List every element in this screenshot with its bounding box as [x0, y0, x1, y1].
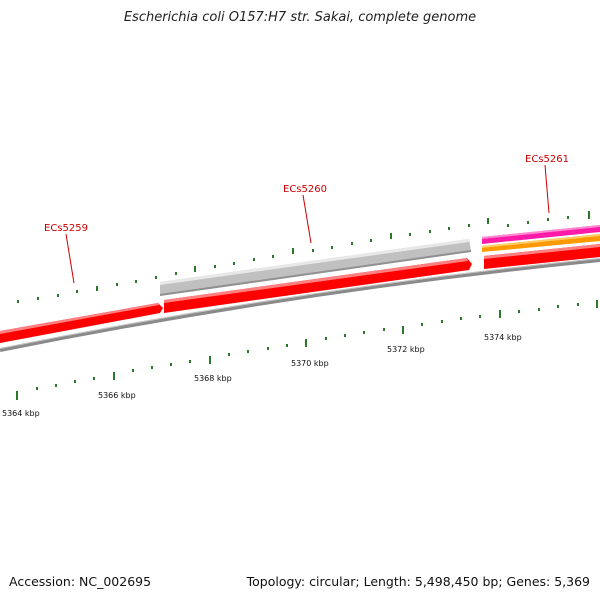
gene-ecs5259-feature[interactable]: [0, 303, 163, 343]
genome-summary-text: Topology: circular; Length: 5,498,450 bp…: [246, 574, 590, 589]
ruler-label: 5368 kbp: [194, 374, 232, 383]
genome-backbone: [0, 258, 600, 352]
gene-magenta-feature[interactable]: [482, 225, 600, 244]
outer-tick-ring: [17, 211, 590, 303]
ruler-label: 5364 kbp: [2, 409, 40, 418]
gene-grey-feature[interactable]: [159, 239, 472, 296]
gene-ecs5261-feature[interactable]: [484, 244, 600, 269]
ruler-label: 5366 kbp: [98, 391, 136, 400]
gene-ecs5260-feature[interactable]: [164, 258, 472, 313]
ruler-label: 5374 kbp: [484, 333, 522, 342]
gene-label-ecs5261[interactable]: ECs5261: [525, 154, 569, 165]
ruler-labels: 5364 kbp 5366 kbp 5368 kbp 5370 kbp 5372…: [2, 333, 522, 418]
ruler-label: 5372 kbp: [387, 345, 425, 354]
gene-orange-feature[interactable]: [482, 234, 600, 252]
inner-ruler-ticks: [16, 300, 598, 400]
gene-label-ecs5259[interactable]: ECs5259: [44, 223, 88, 234]
map-title: Escherichia coli O157:H7 str. Sakai, com…: [123, 10, 477, 25]
ruler-label: 5370 kbp: [291, 359, 329, 368]
label-leaders: [65, 164, 550, 284]
gene-label-ecs5260[interactable]: ECs5260: [283, 184, 327, 195]
accession-text: Accession: NC_002695: [9, 574, 152, 589]
